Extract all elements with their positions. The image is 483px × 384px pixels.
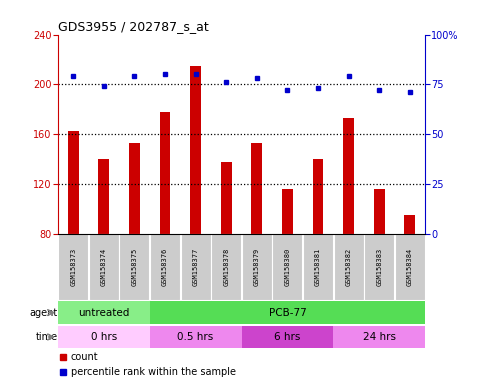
Bar (313, 159, 323, 234)
Text: 0.5 hrs: 0.5 hrs (177, 332, 214, 342)
Text: GSM158376: GSM158376 (162, 248, 168, 286)
Bar (395, 234, 425, 300)
Bar (150, 234, 180, 300)
Bar (119, 234, 149, 300)
Bar (334, 234, 364, 300)
Bar (150, 326, 242, 348)
Bar (343, 118, 354, 234)
Text: count: count (71, 352, 99, 362)
Text: GSM158373: GSM158373 (70, 248, 76, 286)
Bar (303, 234, 333, 300)
Bar (272, 234, 302, 300)
Text: untreated: untreated (78, 308, 129, 318)
Bar (89, 234, 119, 300)
Text: GSM158383: GSM158383 (376, 248, 382, 286)
Bar (252, 143, 262, 234)
Text: GSM158382: GSM158382 (345, 248, 352, 286)
Text: 0 hrs: 0 hrs (91, 332, 117, 342)
Bar (58, 234, 88, 300)
Text: PCB-77: PCB-77 (269, 308, 306, 318)
Bar (160, 112, 170, 234)
Bar (282, 189, 293, 234)
Bar (150, 301, 425, 324)
Text: GSM158381: GSM158381 (315, 248, 321, 286)
Text: GSM158380: GSM158380 (284, 248, 290, 286)
Bar (129, 143, 140, 234)
Bar (364, 234, 394, 300)
Bar (404, 215, 415, 234)
Text: GDS3955 / 202787_s_at: GDS3955 / 202787_s_at (58, 20, 209, 33)
Text: 24 hrs: 24 hrs (363, 332, 396, 342)
Text: agent: agent (30, 308, 58, 318)
Text: percentile rank within the sample: percentile rank within the sample (71, 367, 236, 377)
Bar (99, 159, 109, 234)
Bar (181, 234, 211, 300)
Bar (68, 131, 79, 234)
Bar (58, 326, 150, 348)
Text: GSM158378: GSM158378 (223, 248, 229, 286)
Text: GSM158379: GSM158379 (254, 248, 260, 286)
Bar (190, 66, 201, 234)
Bar (374, 189, 384, 234)
Bar (333, 326, 425, 348)
Bar (211, 234, 241, 300)
Text: 6 hrs: 6 hrs (274, 332, 300, 342)
Text: time: time (36, 332, 58, 342)
Text: GSM158384: GSM158384 (407, 248, 413, 286)
Bar (242, 234, 272, 300)
Bar (58, 301, 150, 324)
Bar (221, 162, 231, 234)
Text: GSM158374: GSM158374 (101, 248, 107, 286)
Bar (242, 326, 333, 348)
Text: GSM158377: GSM158377 (193, 248, 199, 286)
Text: GSM158375: GSM158375 (131, 248, 138, 286)
